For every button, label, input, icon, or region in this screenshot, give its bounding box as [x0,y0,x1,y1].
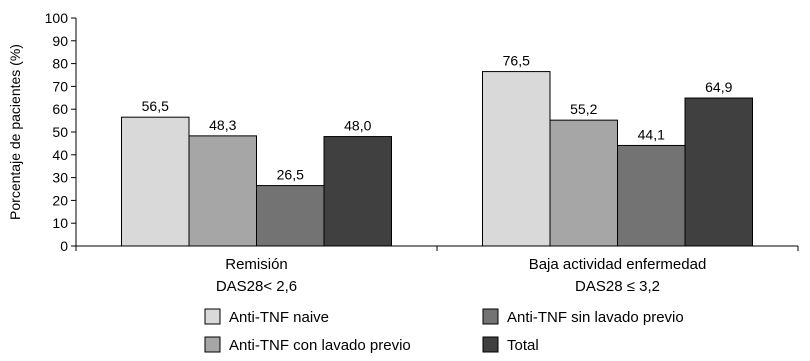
bar [188,135,257,247]
category-sublabel: DAS28 ≤ 3,2 [575,278,660,295]
bar [549,119,618,247]
y-tick-label: 0 [60,238,68,254]
y-tick-label: 40 [52,147,68,163]
bar-value-label: 44,1 [638,126,665,142]
y-tick-label: 30 [52,170,68,186]
bar-value-label: 76,5 [503,53,530,69]
y-tick-label: 50 [52,124,68,140]
legend-label: Anti-TNF con lavado previo [229,337,411,354]
legend-label: Total [507,337,539,354]
y-tick-label: 100 [45,10,69,26]
y-axis-label: Porcentaje de pacientes (%) [7,44,23,220]
bar-value-label: 48,0 [344,118,371,134]
y-tick-label: 90 [52,33,68,49]
bars [121,71,753,247]
y-tick-label: 10 [52,215,68,231]
legend-label: Anti-TNF sin lavado previo [507,309,684,326]
bar-value-label: 26,5 [277,167,304,183]
bar [617,144,686,247]
legend-label: Anti-TNF naive [229,309,329,326]
y-tick-label: 20 [52,192,68,208]
y-axis: 0 10 20 30 40 50 60 70 80 90 100 [45,10,77,254]
bar-value-label: 48,3 [209,117,236,133]
x-axis: Remisión DAS28< 2,6 Baja actividad enferme… [75,245,799,295]
bar-value-label: 56,5 [142,98,169,114]
y-tick-label: 80 [52,56,68,72]
bar [121,116,190,247]
bar [256,185,325,247]
bar [482,71,551,247]
bar-value-label: 55,2 [570,101,597,117]
bar [684,97,753,247]
category-label: Baja actividad enfermedad [529,256,707,273]
legend-swatch [204,308,221,325]
legend-swatch [204,336,221,353]
bar [323,136,392,247]
category-label: Remisión [225,256,288,273]
legend-swatch [482,308,499,325]
y-tick-label: 70 [52,78,68,94]
category-sublabel: DAS28< 2,6 [216,278,297,295]
legend: Anti-TNF naive Anti-TNF con lavado previo… [204,308,684,354]
y-tick-label: 60 [52,101,68,117]
legend-swatch [482,336,499,353]
data-labels: 56,5 48,3 26,5 48,0 76,5 55,2 44,1 64,9 [142,53,733,183]
bar-value-label: 64,9 [705,79,732,95]
